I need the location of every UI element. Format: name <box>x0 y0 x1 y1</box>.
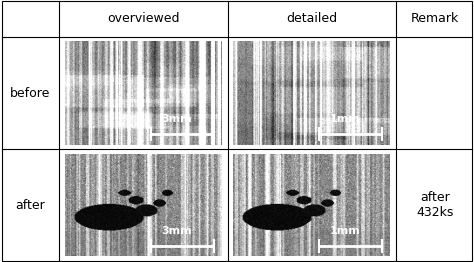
Bar <box>315 225 387 254</box>
Text: Remark: Remark <box>411 12 459 25</box>
Text: overviewed: overviewed <box>107 12 180 25</box>
Bar <box>315 114 387 143</box>
Text: 1mm: 1mm <box>329 226 360 236</box>
Text: detailed: detailed <box>286 12 337 25</box>
Bar <box>146 225 219 254</box>
Text: 1mm: 1mm <box>329 114 360 124</box>
Text: 3mm: 3mm <box>161 114 191 124</box>
Bar <box>146 114 219 143</box>
Text: 3mm: 3mm <box>161 226 191 236</box>
Text: after: after <box>15 199 45 211</box>
Text: before: before <box>9 86 50 100</box>
Text: after
432ks: after 432ks <box>416 191 454 219</box>
